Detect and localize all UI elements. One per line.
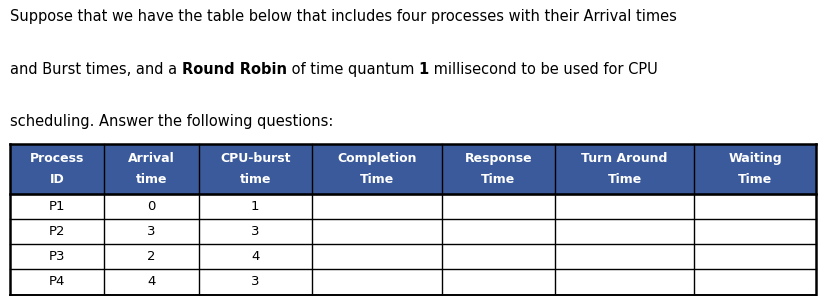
Text: Time: Time: [481, 173, 515, 186]
Text: scheduling. Answer the following questions:: scheduling. Answer the following questio…: [10, 114, 333, 129]
Text: 4: 4: [251, 250, 259, 263]
Text: 4: 4: [147, 276, 156, 288]
Text: 3: 3: [251, 276, 259, 288]
Text: 3: 3: [251, 225, 259, 238]
Text: time: time: [239, 173, 271, 186]
Text: 0: 0: [147, 200, 156, 213]
Text: P2: P2: [49, 225, 66, 238]
Text: P3: P3: [49, 250, 66, 263]
Text: Round Robin: Round Robin: [181, 62, 287, 77]
Text: Waiting: Waiting: [727, 152, 781, 165]
Text: and Burst times, and a: and Burst times, and a: [10, 62, 181, 77]
Text: Suppose that we have the table below that includes four processes with their Arr: Suppose that we have the table below tha…: [10, 9, 676, 24]
Text: 3: 3: [147, 225, 156, 238]
Text: Time: Time: [360, 173, 393, 186]
Text: P4: P4: [49, 276, 66, 288]
Text: millisecond to be used for CPU: millisecond to be used for CPU: [428, 62, 657, 77]
Text: P1: P1: [49, 200, 66, 213]
Bar: [10, 219, 815, 244]
Text: CPU-burst: CPU-burst: [219, 152, 290, 165]
Text: Time: Time: [607, 173, 640, 186]
Text: 1: 1: [251, 200, 259, 213]
Text: Turn Around: Turn Around: [581, 152, 667, 165]
Text: 2: 2: [147, 250, 156, 263]
Text: 1: 1: [418, 62, 428, 77]
Text: Arrival: Arrival: [128, 152, 174, 165]
Text: time: time: [136, 173, 167, 186]
Text: ID: ID: [50, 173, 65, 186]
Bar: [10, 194, 815, 219]
Bar: [10, 144, 815, 194]
Text: Time: Time: [737, 173, 771, 186]
Text: of time quantum: of time quantum: [287, 62, 418, 77]
Text: Process: Process: [30, 152, 84, 165]
Bar: [10, 269, 815, 295]
Text: Response: Response: [464, 152, 532, 165]
Bar: [10, 244, 815, 269]
Text: Completion: Completion: [337, 152, 416, 165]
